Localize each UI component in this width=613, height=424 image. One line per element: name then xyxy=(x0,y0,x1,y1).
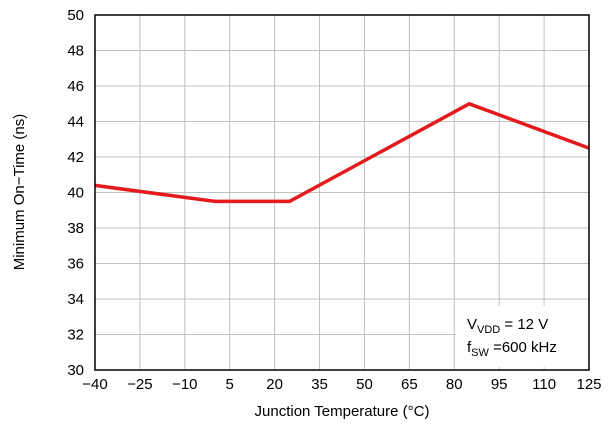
x-tick-label: 5 xyxy=(226,376,234,393)
y-tick-label: 42 xyxy=(67,149,84,166)
x-tick-label: 125 xyxy=(576,376,601,393)
x-tick-labels: −40 −25 −10 5 20 35 50 65 80 95 110 125 xyxy=(82,376,601,393)
y-axis-title: Minimum On−Time (ns) xyxy=(11,114,28,271)
y-tick-label: 38 xyxy=(67,220,84,237)
y-tick-label: 36 xyxy=(67,256,84,273)
series-layer xyxy=(94,101,590,204)
plot-frame xyxy=(94,14,590,371)
y-tick-label: 34 xyxy=(67,291,84,308)
x-tick-label: 20 xyxy=(266,376,283,393)
x-tick-label: 110 xyxy=(532,376,556,393)
y-tick-label: 30 xyxy=(67,362,84,379)
series-line-1 xyxy=(94,101,590,204)
y-tick-label: 44 xyxy=(67,114,84,131)
x-tick-label: 35 xyxy=(311,376,328,393)
annotation-line-2-rest: =600 kHz xyxy=(489,339,557,356)
annotation-line-2: fSW =600 kHz xyxy=(467,339,557,359)
annotation-line-1-main: V xyxy=(467,316,477,333)
y-tick-label: 48 xyxy=(67,43,84,60)
annotation-box: VVDD = 12 V fSW =600 kHz xyxy=(456,306,589,367)
x-axis-title: Junction Temperature (°C) xyxy=(255,403,430,420)
annotation-background xyxy=(456,306,589,367)
x-tick-label: 95 xyxy=(491,376,508,393)
annotation-line-1-sub: VDD xyxy=(477,324,500,336)
annotation-line-1: VVDD = 12 V xyxy=(467,316,548,336)
y-tick-label: 46 xyxy=(67,78,84,95)
annotation-line-2-main: f xyxy=(467,339,472,356)
x-tick-label: −10 xyxy=(172,376,197,393)
x-tick-label: 80 xyxy=(446,376,463,393)
x-tick-label: 50 xyxy=(356,376,373,393)
y-tick-labels: 30 32 34 36 38 40 42 44 46 48 50 xyxy=(67,7,84,379)
y-tick-label: 40 xyxy=(67,185,84,202)
x-tick-label: −40 xyxy=(82,376,107,393)
x-tick-label: 65 xyxy=(401,376,418,393)
y-tick-label: 32 xyxy=(67,327,84,344)
x-tick-label: −25 xyxy=(127,376,152,393)
annotation-line-1-rest: = 12 V xyxy=(500,316,548,333)
annotation-line-2-sub: SW xyxy=(471,347,489,359)
y-tick-label: 50 xyxy=(67,7,84,24)
